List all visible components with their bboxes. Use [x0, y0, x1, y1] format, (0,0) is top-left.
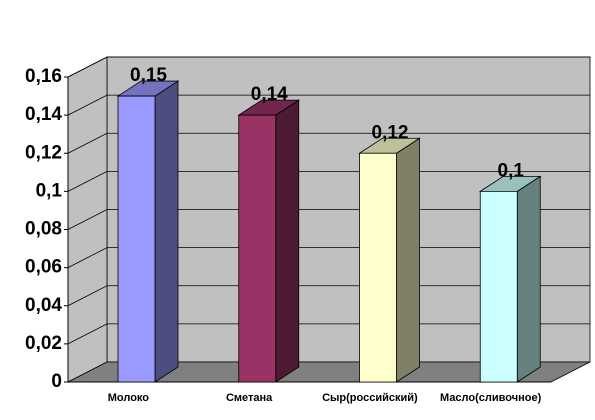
- bar: [478, 175, 542, 383]
- x-tick-label: Сметана: [226, 392, 273, 404]
- grid-line: [67, 94, 590, 116]
- y-tick-label: 0,1: [36, 180, 63, 201]
- bar: [358, 137, 421, 383]
- x-tick-label: Масло(сливочное): [440, 392, 542, 404]
- bar-front: [238, 114, 277, 383]
- grid-line: [67, 323, 590, 345]
- y-tick-label: 0,12: [25, 142, 62, 163]
- y-tick-label: 0,04: [25, 295, 62, 316]
- bar-front: [117, 95, 156, 383]
- value-label: 0,14: [251, 84, 288, 105]
- y-tick-label: 0,08: [25, 219, 62, 240]
- bar-front: [359, 152, 397, 383]
- bar-side: [516, 175, 541, 383]
- value-label: 0,15: [130, 65, 167, 86]
- x-tick-label: Молоко: [108, 392, 150, 404]
- value-label: 0,12: [372, 122, 409, 143]
- grid-line: [67, 132, 590, 154]
- y-tick-label: 0,02: [25, 333, 62, 354]
- value-label: 0,1: [498, 160, 525, 181]
- bar: [116, 80, 180, 383]
- y-tick-label: 0: [51, 371, 62, 392]
- grid-line: [67, 170, 590, 192]
- y-tick-label: 0,14: [25, 104, 62, 125]
- grid-line: [67, 285, 590, 307]
- x-tick-label: Сыр(российский): [322, 392, 418, 404]
- bar-side: [275, 99, 300, 383]
- y-tick-label: 0,06: [25, 257, 62, 278]
- bar-front: [479, 190, 518, 383]
- grid-line: [67, 209, 590, 230]
- bar-side: [396, 137, 420, 383]
- bar: [237, 99, 301, 383]
- y-tick-label: 0,16: [25, 66, 62, 87]
- grid-line: [67, 247, 590, 268]
- grid-line: [67, 56, 590, 78]
- bar-side: [154, 80, 179, 383]
